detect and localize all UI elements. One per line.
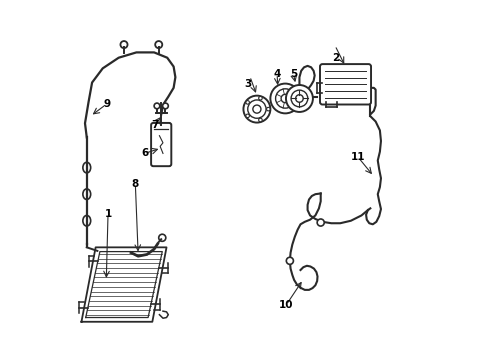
- Ellipse shape: [82, 189, 90, 199]
- Text: 2: 2: [332, 53, 339, 63]
- Text: 8: 8: [131, 179, 139, 189]
- Text: 5: 5: [289, 69, 296, 79]
- Circle shape: [258, 118, 262, 122]
- Circle shape: [258, 96, 262, 100]
- Circle shape: [247, 100, 265, 118]
- Circle shape: [252, 105, 261, 113]
- Circle shape: [270, 84, 300, 113]
- Circle shape: [317, 219, 324, 226]
- Text: 10: 10: [279, 300, 293, 310]
- Circle shape: [245, 114, 249, 118]
- Text: 11: 11: [350, 152, 365, 162]
- Circle shape: [290, 90, 307, 107]
- Circle shape: [286, 257, 293, 264]
- Circle shape: [275, 89, 294, 108]
- Circle shape: [281, 94, 289, 103]
- Circle shape: [285, 85, 312, 112]
- Text: 4: 4: [273, 69, 280, 79]
- FancyBboxPatch shape: [319, 64, 370, 104]
- Circle shape: [159, 234, 165, 241]
- Text: 1: 1: [104, 209, 111, 219]
- FancyBboxPatch shape: [151, 123, 171, 166]
- Circle shape: [155, 41, 162, 48]
- Text: 3: 3: [244, 79, 251, 89]
- Text: 7: 7: [151, 120, 159, 130]
- Circle shape: [154, 103, 160, 109]
- Circle shape: [243, 96, 270, 123]
- Text: 6: 6: [141, 148, 148, 158]
- Ellipse shape: [82, 162, 90, 173]
- Ellipse shape: [82, 215, 90, 226]
- Circle shape: [295, 95, 303, 102]
- Text: 9: 9: [103, 99, 110, 109]
- Circle shape: [245, 100, 249, 104]
- Circle shape: [120, 41, 127, 48]
- Circle shape: [163, 103, 168, 109]
- Circle shape: [266, 107, 269, 111]
